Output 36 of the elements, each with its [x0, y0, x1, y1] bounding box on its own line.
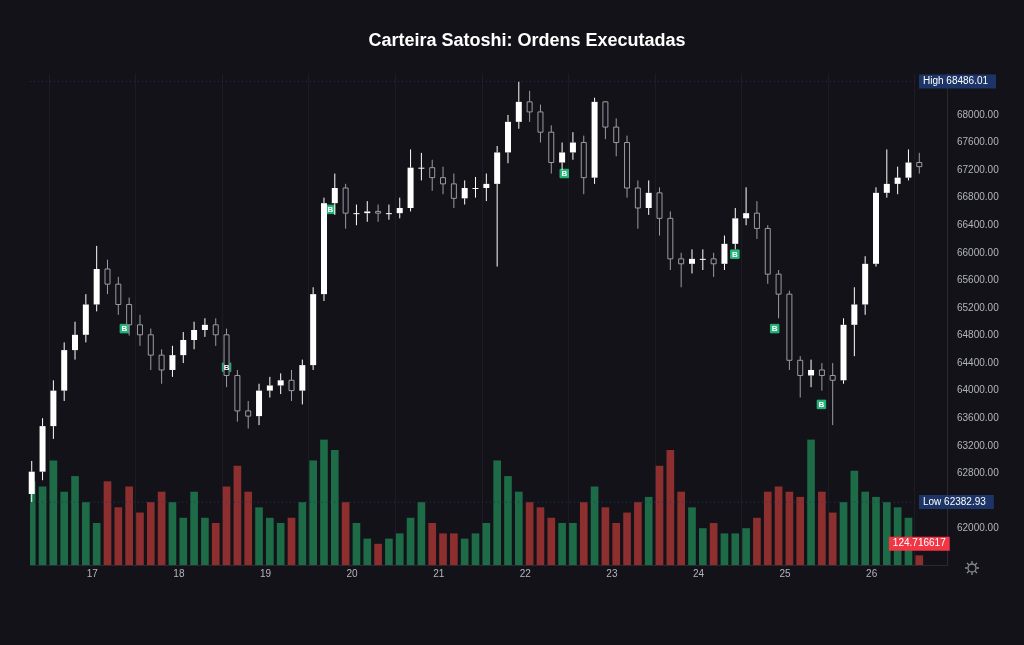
x-tick-label: 17 — [86, 567, 99, 579]
ref-line-label: Low 62382.93 — [923, 495, 987, 507]
y-tick-label: 64800.00 — [957, 329, 1000, 341]
x-tick-label: 26 — [866, 567, 878, 579]
x-tick-label: 23 — [606, 567, 618, 579]
data-label: 124.716617 — [892, 537, 947, 549]
data-label: B — [223, 362, 230, 372]
data-label: B — [561, 169, 568, 179]
y-tick-label: 66400.00 — [957, 218, 1000, 230]
data-label: B — [121, 324, 128, 334]
x-tick-label: 24 — [692, 567, 705, 579]
y-tick-label: 67600.00 — [957, 136, 1000, 148]
chart-title: Carteira Satoshi: Ordens Executadas — [368, 29, 686, 50]
y-tick-label: 68000.00 — [957, 108, 1000, 120]
data-label: B — [771, 324, 778, 334]
y-tick-label: 67200.00 — [957, 163, 1000, 175]
data-label: B — [327, 205, 334, 215]
y-tick-label: 64400.00 — [957, 356, 1000, 368]
x-tick-label: 25 — [779, 567, 792, 579]
y-tick-label: 64000.00 — [957, 384, 1000, 396]
y-tick-label: 63600.00 — [957, 411, 1000, 423]
x-tick-label: 20 — [346, 567, 359, 579]
y-tick-label: 66800.00 — [957, 191, 1000, 203]
y-tick-label: 66000.00 — [957, 246, 1000, 258]
x-tick-label: 22 — [519, 567, 532, 579]
x-tick-label: 18 — [173, 567, 185, 579]
y-tick-label: 65200.00 — [957, 301, 1000, 313]
y-tick-label: 65600.00 — [957, 274, 1000, 286]
data-label: B — [818, 400, 825, 410]
y-tick-label: 63200.00 — [957, 439, 1000, 451]
ref-line-label: High 68486.01 — [923, 75, 989, 87]
y-tick-label: 62000.00 — [957, 522, 1000, 534]
x-tick-label: 19 — [259, 567, 272, 579]
data-label: B — [731, 249, 738, 259]
x-tick-label: 21 — [433, 567, 445, 579]
y-tick-label: 62800.00 — [957, 467, 1000, 479]
